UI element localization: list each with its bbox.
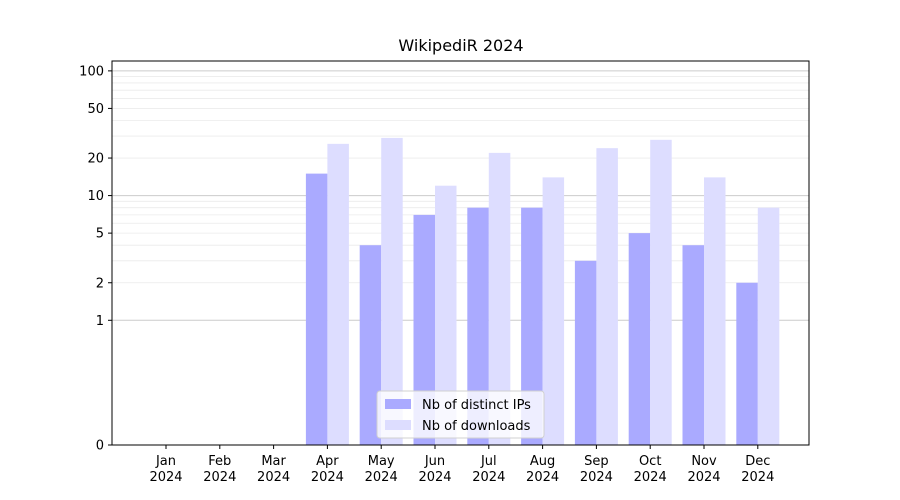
y-tick-label: 10 xyxy=(87,189,104,204)
x-tick-label: Feb 2024 xyxy=(203,454,236,485)
bar-ips xyxy=(521,207,543,445)
x-tick-label: Oct 2024 xyxy=(634,454,667,485)
x-tick-label: Jun 2024 xyxy=(418,454,451,485)
x-tick-label: Sep 2024 xyxy=(580,454,613,485)
bar-ips xyxy=(682,245,704,445)
grid xyxy=(112,70,809,321)
x-tick-label: May 2024 xyxy=(365,454,398,485)
bar-ips xyxy=(467,207,489,445)
y-tick-label: 100 xyxy=(79,64,104,79)
bars xyxy=(305,137,780,446)
y-tick-label: 20 xyxy=(87,152,104,167)
bar-downloads xyxy=(435,185,457,445)
x-tick-label: Dec 2024 xyxy=(741,454,774,485)
bar-ips xyxy=(574,260,597,445)
y-tick-label: 1 xyxy=(96,314,104,329)
bar-downloads xyxy=(381,137,403,446)
bar-downloads xyxy=(542,177,565,445)
y-tick-label: 2 xyxy=(96,276,104,291)
legend-box xyxy=(376,390,545,439)
legend: Nb of distinct IPs Nb of downloads xyxy=(376,390,545,439)
legend-swatch xyxy=(385,399,411,409)
x-tick-label: Aug 2024 xyxy=(526,454,559,485)
legend-label: Nb of downloads xyxy=(422,419,531,434)
y-tick-label: 50 xyxy=(87,102,104,117)
x-tick-label: Jan 2024 xyxy=(149,454,182,485)
x-tick-label: Nov 2024 xyxy=(687,454,720,485)
x-tick-label: Apr 2024 xyxy=(311,454,344,485)
bar-ips xyxy=(305,173,328,445)
bar-downloads xyxy=(596,148,618,445)
y-tick-label: 0 xyxy=(96,439,104,454)
x-tick-label: Mar 2024 xyxy=(257,454,290,485)
chart-title: WikipediR 2024 xyxy=(398,36,523,55)
bar-downloads xyxy=(327,143,349,446)
bar-downloads xyxy=(488,152,511,445)
legend-label: Nb of distinct IPs xyxy=(422,398,531,413)
bar-downloads xyxy=(650,139,672,445)
y-tick-label: 5 xyxy=(96,227,104,242)
x-axis: Jan 2024 Feb 2024 Mar 2024 Apr 2024 May 2024 Jun 20… xyxy=(149,445,774,485)
y-axis: 0 1 2 5 10 20 50 100 xyxy=(79,64,112,454)
bar-ips xyxy=(736,282,758,445)
bar-ips xyxy=(413,214,435,445)
bar-ips xyxy=(359,245,382,445)
x-tick-label: Jul 2024 xyxy=(472,454,505,485)
bar-downloads xyxy=(757,207,780,445)
plot-frame xyxy=(111,60,810,446)
legend-swatch xyxy=(385,420,411,430)
bar-ips xyxy=(628,233,651,445)
bar-downloads xyxy=(704,177,726,445)
